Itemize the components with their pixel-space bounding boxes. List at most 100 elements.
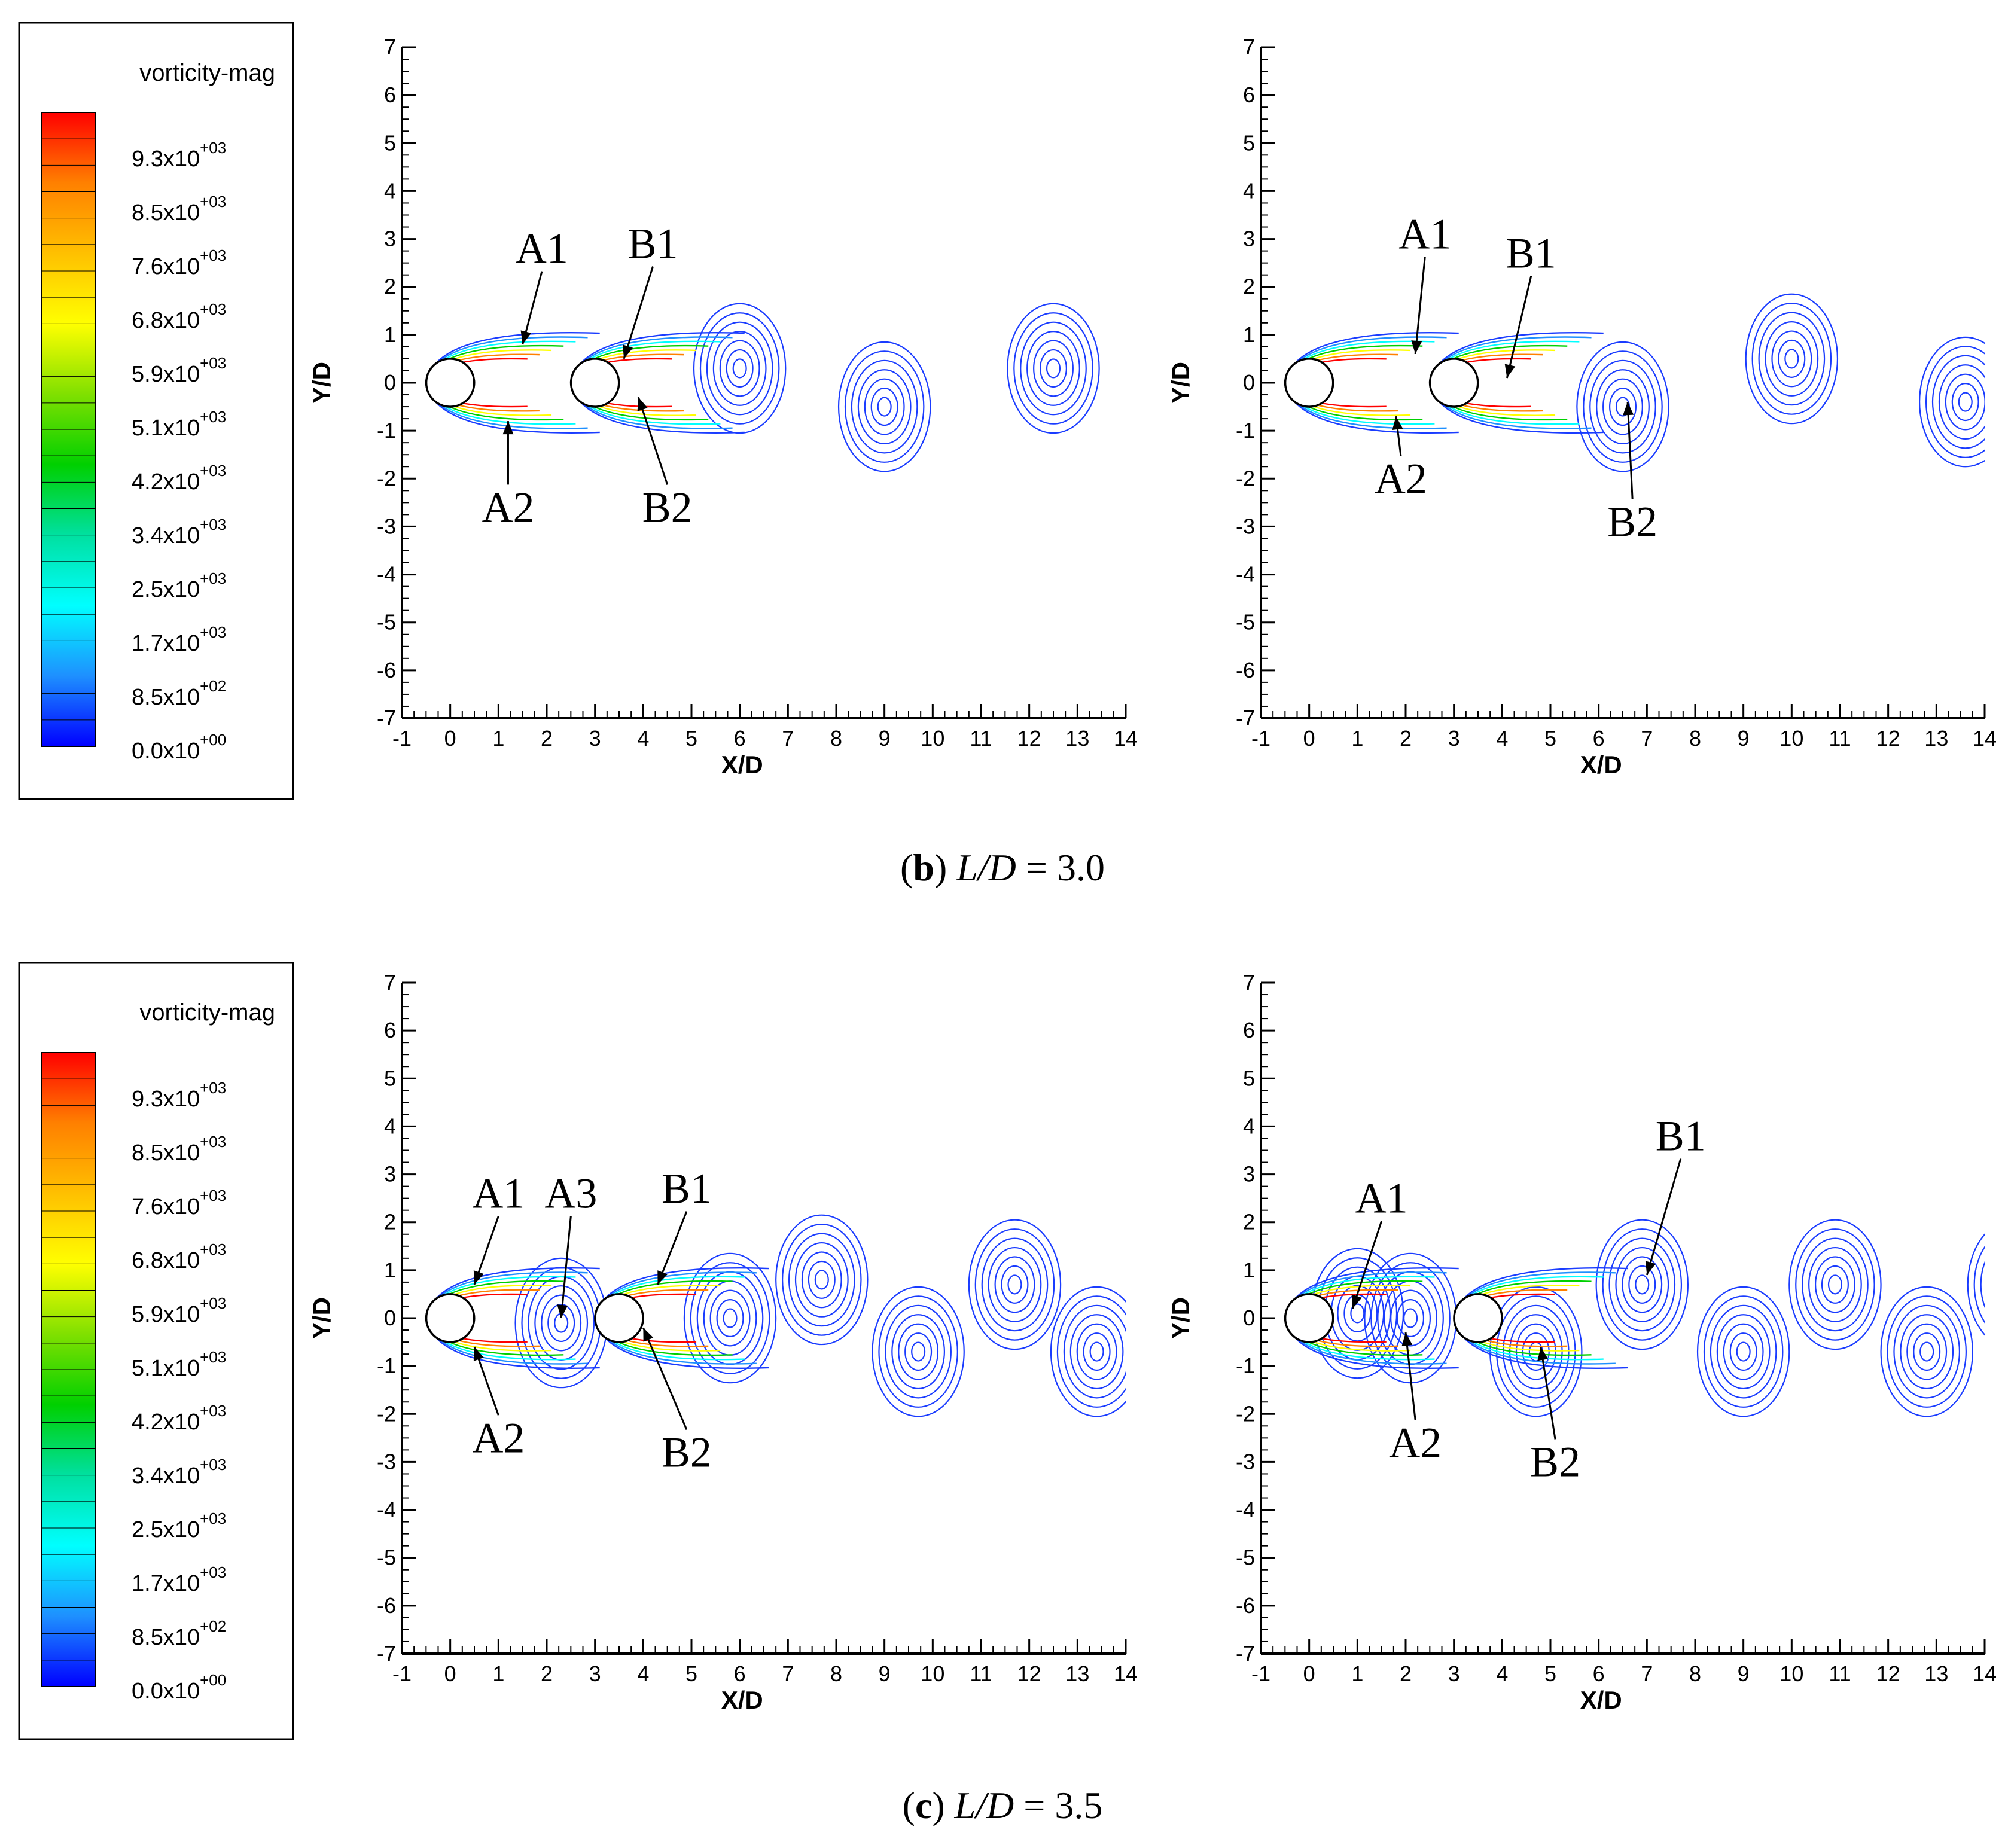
- y-tick-label: -4: [377, 562, 396, 587]
- x-tick-label: 6: [1593, 726, 1605, 751]
- colorbar-tick-label: 8.5x10+03: [132, 1133, 226, 1166]
- y-tick-label: -2: [1236, 1401, 1255, 1426]
- annotation-label: A2: [472, 1414, 525, 1462]
- vortex-contour-set: [1919, 336, 1985, 468]
- y-tick-label: 4: [1243, 1114, 1255, 1138]
- y-tick-label: 5: [1243, 1066, 1255, 1090]
- y-tick-label: -3: [1236, 1449, 1255, 1474]
- vortex-contour-line: [1906, 1323, 1948, 1380]
- y-tick-label: 2: [1243, 1210, 1255, 1234]
- x-tick-label: 2: [1400, 1661, 1412, 1686]
- x-tick-label: 0: [1303, 1661, 1315, 1686]
- annotation-label: B2: [642, 483, 693, 531]
- caption-open-paren: (: [900, 846, 913, 889]
- x-tick-label: 0: [444, 726, 456, 751]
- vortex-contour-line: [1703, 1295, 1784, 1408]
- vortex-contour-line: [1596, 369, 1650, 444]
- annotation: A3: [544, 1170, 597, 1319]
- annotation: A1: [1398, 211, 1451, 355]
- y-tick-label: 6: [384, 83, 396, 107]
- vortex-contour-set: [1007, 303, 1100, 434]
- vortex-contour-line: [1784, 349, 1799, 369]
- vortex-contour-line: [1925, 346, 1985, 458]
- x-tick-label: 12: [1876, 1661, 1900, 1686]
- annotation: B2: [1530, 1346, 1580, 1486]
- tick-exponent: +03: [200, 139, 226, 157]
- x-tick-label: 14: [1973, 726, 1997, 751]
- vortex-contour-line: [814, 1270, 829, 1290]
- vortex-contour-line: [1033, 340, 1074, 397]
- vortex-contour-line: [1827, 1274, 1842, 1295]
- x-tick-label: 3: [1448, 726, 1460, 751]
- y-tick-label: -5: [1236, 610, 1255, 635]
- vortex-contour-line: [712, 331, 767, 406]
- cylinder: [425, 1293, 476, 1343]
- vortex-contour-line: [709, 1289, 751, 1347]
- vortex-contour-line: [775, 1214, 869, 1346]
- y-tick-label: -6: [377, 1593, 396, 1618]
- tick-exponent: +03: [200, 1294, 226, 1312]
- caption-value: = 3.5: [1014, 1784, 1102, 1826]
- y-tick-label: -4: [1236, 1498, 1255, 1522]
- tick-exponent: +03: [200, 1456, 226, 1474]
- annotation-arrow: [642, 1327, 688, 1431]
- annotation-label: A2: [482, 483, 534, 531]
- colorbar-tick-labels: 9.3x10+038.5x10+037.6x10+036.8x10+035.9x…: [132, 139, 226, 764]
- tick-exponent: +03: [200, 1402, 226, 1420]
- tick-mantissa: 6.8x10: [132, 1248, 200, 1273]
- y-tick-label: -4: [377, 1498, 396, 1522]
- tick-mantissa: 3.4x10: [132, 523, 200, 548]
- y-tick-label: 6: [1243, 1018, 1255, 1042]
- caption-close-paren: ): [932, 1784, 954, 1826]
- cylinder: [1428, 358, 1479, 408]
- axes: -1 0 1 2 3 4 5 6 7 8 9 10 11 12 13 14-7-6-5-4-3-2-10123…: [1166, 35, 1997, 779]
- tick-mantissa: 5.1x10: [132, 1356, 200, 1381]
- tick-mantissa: 0.0x10: [132, 1679, 200, 1704]
- vortex-contour-set: [1745, 293, 1839, 425]
- colorbar-tick-label: 2.5x10+03: [132, 1509, 226, 1542]
- tick-mantissa: 4.2x10: [132, 469, 200, 495]
- vortex-contour-line: [878, 1295, 958, 1408]
- caption-ratio: L/D: [956, 846, 1016, 889]
- vortex-contour-line: [1001, 1265, 1029, 1304]
- tick-exponent: +03: [200, 569, 226, 587]
- vortex-contour-line: [1913, 1332, 1941, 1371]
- caption-open-paren: (: [903, 1784, 915, 1826]
- x-tick-label: 5: [1544, 726, 1556, 751]
- y-tick-label: -7: [377, 706, 396, 730]
- x-tick-label: 10: [1779, 726, 1803, 751]
- y-tick-label: 2: [384, 275, 396, 299]
- vortex-contour-line: [541, 1294, 582, 1352]
- vortex-contour-line: [706, 321, 773, 416]
- tick-mantissa: 5.9x10: [132, 1302, 200, 1327]
- annotation-arrow: [1540, 1346, 1556, 1440]
- y-tick-label: -1: [1236, 418, 1255, 443]
- x-tick-label: 14: [1114, 726, 1138, 751]
- tick-exponent: +03: [200, 354, 226, 372]
- annotation-arrow: [1646, 1158, 1682, 1276]
- annotation-arrowhead: [1623, 402, 1634, 416]
- colorbar-tick-label: 1.7x10+03: [132, 1563, 226, 1596]
- vortex-contour-line: [2001, 1266, 2005, 1303]
- vortex-contour-line: [1795, 1228, 1875, 1341]
- cylinder: [425, 358, 476, 408]
- vortex-contour-line: [1994, 1257, 2005, 1313]
- x-axis-label: X/D: [1580, 1686, 1622, 1714]
- y-tick-label: 3: [1243, 227, 1255, 251]
- annotation: B1: [657, 1165, 712, 1285]
- vortex-contour-line: [547, 1304, 575, 1343]
- vortex-contour-line: [1602, 378, 1643, 435]
- x-tick-label: 1: [1351, 726, 1363, 751]
- colorbar-tick-label: 8.5x10+02: [132, 677, 226, 710]
- x-tick-label: 14: [1114, 1661, 1138, 1686]
- vortex-contour-line: [1046, 358, 1061, 379]
- colorbar: [41, 112, 96, 747]
- y-tick-label: 0: [1243, 370, 1255, 395]
- x-tick-label: 9: [1738, 1661, 1750, 1686]
- tick-exponent: +03: [200, 1509, 226, 1527]
- x-tick-label: 14: [1973, 1661, 1997, 1686]
- tick-exponent: +03: [200, 246, 226, 264]
- x-tick-label: 1: [1351, 1661, 1363, 1686]
- vortex-contour-line: [1988, 1248, 2005, 1322]
- x-tick-label: 3: [589, 1661, 601, 1686]
